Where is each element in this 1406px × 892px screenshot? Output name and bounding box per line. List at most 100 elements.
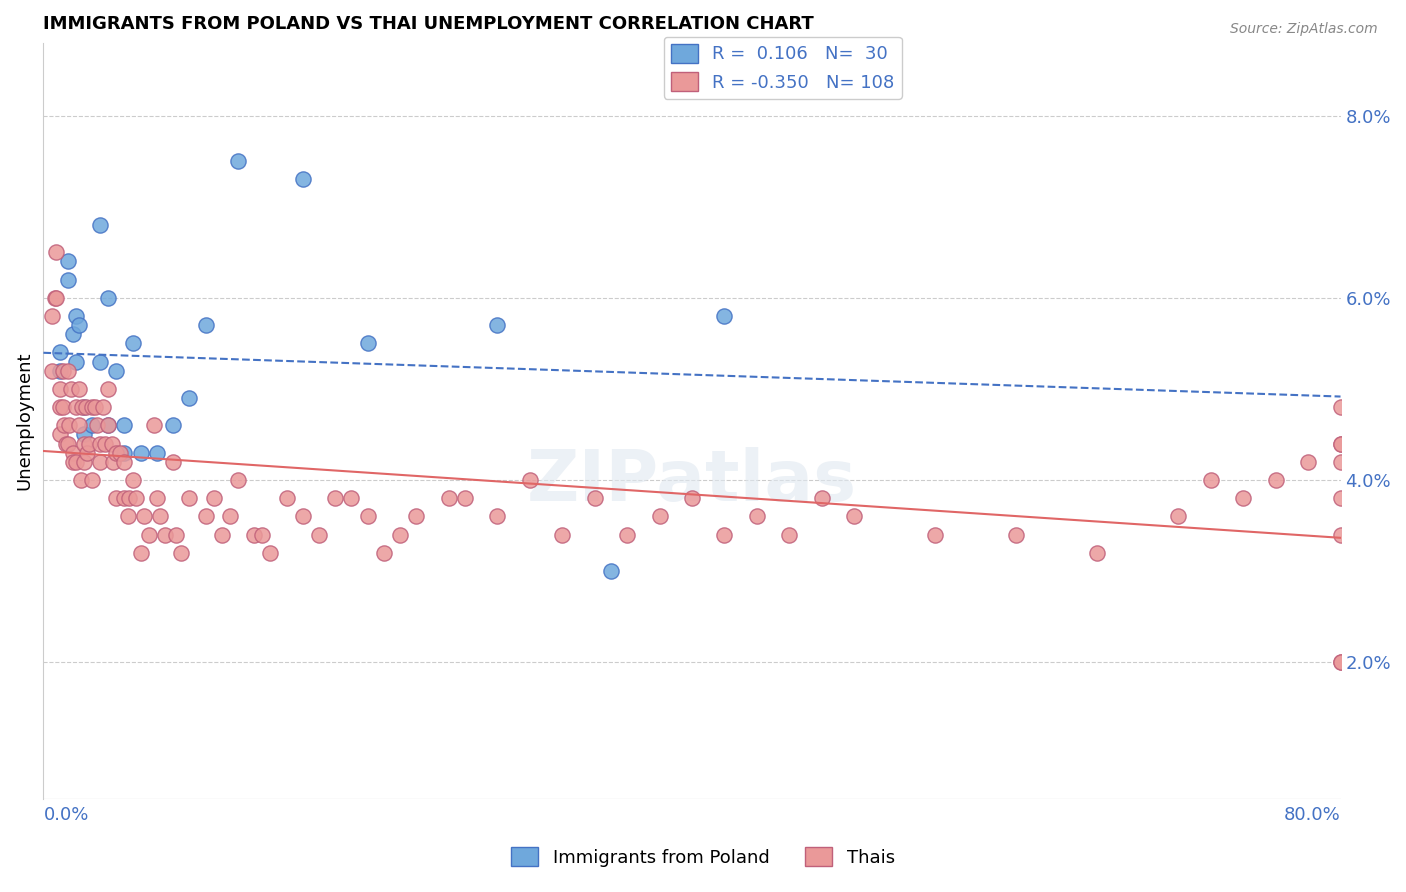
Point [48,382,70,396]
Point [97,418,120,433]
Point [1329,455,1351,469]
Point [1329,655,1351,669]
Point [276,491,298,505]
Point [202,491,225,505]
Point [44,291,66,305]
Point [45,245,67,260]
Point [599,564,621,578]
Point [142,418,165,433]
Y-axis label: Unemployment: Unemployment [15,351,32,490]
Point [454,491,477,505]
Point [437,491,460,505]
Point [114,455,136,469]
Point [125,491,148,505]
Point [101,455,124,469]
Point [97,291,120,305]
Point [778,527,800,541]
Point [114,491,136,505]
Point [146,445,169,459]
Point [80,418,103,433]
Text: ZIPatlas: ZIPatlas [527,447,858,516]
Point [291,172,314,186]
Point [97,418,120,433]
Point [80,400,103,414]
Point [1329,400,1351,414]
Point [291,509,314,524]
Point [194,318,217,333]
Point [41,309,63,323]
Point [55,436,77,450]
Point [924,527,946,541]
Point [93,400,115,414]
Point [94,436,117,450]
Point [842,509,865,524]
Point [114,445,136,459]
Point [69,473,91,487]
Point [105,445,128,459]
Point [121,473,143,487]
Point [62,327,84,342]
Text: IMMIGRANTS FROM POLAND VS THAI UNEMPLOYMENT CORRELATION CHART: IMMIGRANTS FROM POLAND VS THAI UNEMPLOYM… [44,15,814,33]
Point [146,491,169,505]
Point [713,527,735,541]
Point [89,354,111,368]
Point [67,418,90,433]
Point [373,546,395,560]
Point [73,436,96,450]
Point [745,509,768,524]
Point [56,272,79,286]
Point [72,400,94,414]
Point [56,254,79,268]
Point [1264,473,1286,487]
Point [100,436,122,450]
Point [1085,546,1108,560]
Legend: R =  0.106   N=  30, R = -0.350   N= 108: R = 0.106 N= 30, R = -0.350 N= 108 [664,37,901,99]
Point [1329,491,1351,505]
Point [259,546,281,560]
Point [76,445,98,459]
Point [194,509,217,524]
Point [129,445,152,459]
Text: 80.0%: 80.0% [1284,806,1340,824]
Point [117,509,139,524]
Point [129,546,152,560]
Point [58,418,80,433]
Point [80,473,103,487]
Point [226,154,249,169]
Point [89,218,111,232]
Point [519,473,541,487]
Point [616,527,638,541]
Point [153,527,176,541]
Text: 0.0%: 0.0% [44,806,89,824]
Point [226,473,249,487]
Point [132,509,155,524]
Point [67,318,90,333]
Point [67,382,90,396]
Point [252,527,274,541]
Point [357,336,380,351]
Point [323,491,346,505]
Point [105,491,128,505]
Point [551,527,574,541]
Point [486,509,509,524]
Point [1329,527,1351,541]
Point [1329,655,1351,669]
Point [53,418,76,433]
Point [810,491,832,505]
Point [211,527,233,541]
Point [486,318,509,333]
Point [218,509,240,524]
Point [59,382,82,396]
Point [48,400,70,414]
Point [149,509,172,524]
Point [389,527,412,541]
Point [73,455,96,469]
Point [62,445,84,459]
Point [162,455,184,469]
Legend: Immigrants from Poland, Thais: Immigrants from Poland, Thais [503,840,903,874]
Point [73,400,96,414]
Point [73,427,96,442]
Point [65,400,87,414]
Point [170,546,193,560]
Point [118,491,141,505]
